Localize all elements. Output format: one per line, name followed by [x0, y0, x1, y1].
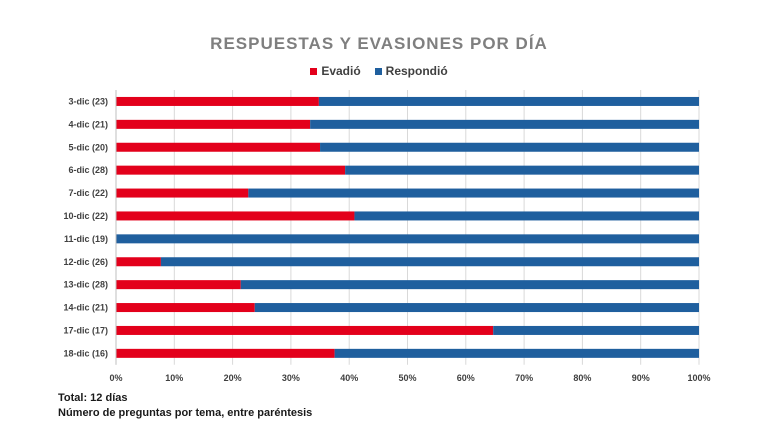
bar-segment-respondio — [493, 325, 699, 335]
y-category-label: 18-dic (16) — [63, 348, 108, 358]
y-category-label: 5-dic (20) — [68, 142, 108, 152]
x-tick-label: 60% — [457, 373, 475, 383]
legend-swatch-respondio — [374, 67, 382, 75]
bar-segment-respondio — [345, 165, 699, 175]
x-tick-label: 0% — [109, 373, 122, 383]
bar-segment-evadio — [116, 188, 249, 198]
legend-item-respondio: Respondió — [374, 64, 448, 78]
bar-segment-respondio — [310, 119, 699, 129]
y-category-label: 13-dic (28) — [63, 280, 108, 290]
legend-swatch-evadio — [310, 67, 318, 75]
x-tick-label: 20% — [224, 373, 242, 383]
x-tick-label: 10% — [165, 373, 183, 383]
legend-label-evadio: Evadió — [321, 64, 361, 78]
bar-segment-evadio — [116, 280, 241, 290]
x-tick-label: 70% — [515, 373, 533, 383]
bar-segment-respondio — [116, 234, 699, 244]
x-tick-label: 80% — [573, 373, 591, 383]
y-category-label: 3-dic (23) — [68, 96, 108, 106]
x-tick-label: 50% — [398, 373, 416, 383]
footnote-total: Total: 12 días — [58, 392, 128, 404]
bar-segment-evadio — [116, 165, 346, 175]
bar-segment-respondio — [248, 188, 699, 198]
bar-segment-evadio — [116, 348, 335, 358]
bar-segment-evadio — [116, 142, 321, 152]
legend-label-respondio: Respondió — [385, 64, 448, 78]
bar-segment-respondio — [318, 96, 699, 106]
bar-segment-respondio — [354, 211, 699, 221]
footnotes: Total: 12 días Número de preguntas por t… — [58, 391, 312, 421]
footnote-note: Número de preguntas por tema, entre paré… — [58, 407, 313, 419]
y-category-label: 10-dic (22) — [63, 211, 108, 221]
y-category-label: 4-dic (21) — [68, 119, 108, 129]
bar-segment-evadio — [116, 211, 355, 221]
x-tick-label: 100% — [687, 373, 710, 383]
y-category-label: 6-dic (28) — [68, 165, 108, 175]
bar-segment-respondio — [254, 303, 699, 313]
bar-segment-evadio — [116, 96, 319, 106]
chart-title: RESPUESTAS Y EVASIONES POR DÍA — [210, 34, 548, 53]
bar-segment-respondio — [160, 257, 700, 267]
y-category-label: 14-dic (21) — [63, 303, 108, 313]
bar-segment-evadio — [116, 325, 494, 335]
bar-segment-respondio — [320, 142, 699, 152]
x-tick-label: 40% — [340, 373, 358, 383]
x-tick-label: 90% — [632, 373, 650, 383]
y-category-label: 7-dic (22) — [68, 188, 108, 198]
x-tick-label: 30% — [282, 373, 300, 383]
y-category-label: 11-dic (19) — [64, 234, 108, 244]
bar-segment-respondio — [334, 348, 699, 358]
bar-segment-evadio — [116, 257, 161, 267]
legend-item-evadio: Evadió — [310, 64, 361, 78]
y-category-label: 12-dic (26) — [63, 257, 108, 267]
y-category-label: 17-dic (17) — [63, 325, 108, 335]
chart-legend: Evadió Respondió — [0, 64, 758, 78]
bar-segment-respondio — [240, 280, 699, 290]
bar-segment-evadio — [116, 303, 255, 313]
bar-segment-evadio — [116, 119, 311, 129]
